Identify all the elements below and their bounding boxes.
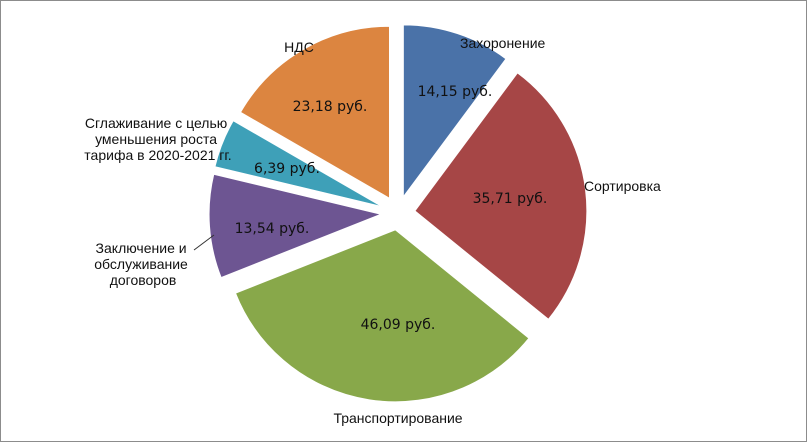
category-label-burial: Захоронение (460, 35, 546, 51)
pie-slice-smoothing (214, 120, 383, 208)
category-label-smoothing-line-2: уменьшения роста (95, 131, 217, 147)
category-label-sorting: Сортировка (584, 178, 661, 194)
category-label-contracts-line-1: Заключение и (96, 240, 187, 256)
value-label-smoothing: 6,39 руб. (254, 161, 320, 177)
category-label-smoothing-line-1: Сглаживание с целью (85, 115, 227, 131)
value-label-burial: 14,15 руб. (418, 84, 493, 100)
category-label-smoothing-line-3: тарифа в 2020-2021 гг. (84, 147, 231, 163)
category-labels: Захоронение Сортировка Транспортирование… (84, 35, 661, 426)
pie-slice-burial (402, 24, 507, 199)
category-label-smoothing: Сглаживание с целью уменьшения роста тар… (84, 115, 231, 163)
category-label-contracts-line-3: договоров (110, 272, 177, 288)
value-label-contracts: 13,54 руб. (235, 221, 310, 237)
pie-slice-transport (234, 229, 530, 403)
value-label-sorting: 35,71 руб. (473, 191, 548, 207)
pie-slice-vat (239, 25, 390, 200)
leader-line-contracts (193, 234, 215, 251)
pie-slices (208, 24, 588, 403)
pie-slice-sorting (414, 72, 588, 321)
category-label-contracts-line-2: обслуживание (94, 256, 188, 272)
pie-slice-contracts (208, 173, 383, 279)
value-label-vat: 23,18 руб. (293, 99, 368, 115)
leader-lines (193, 234, 215, 251)
category-label-vat: НДС (284, 39, 314, 55)
category-label-transport: Транспортирование (333, 410, 462, 426)
value-label-transport: 46,09 руб. (361, 317, 436, 333)
value-labels: 14,15 руб. 35,71 руб. 46,09 руб. 13,54 р… (235, 84, 548, 333)
category-label-contracts: Заключение и обслуживание договоров (94, 240, 191, 288)
